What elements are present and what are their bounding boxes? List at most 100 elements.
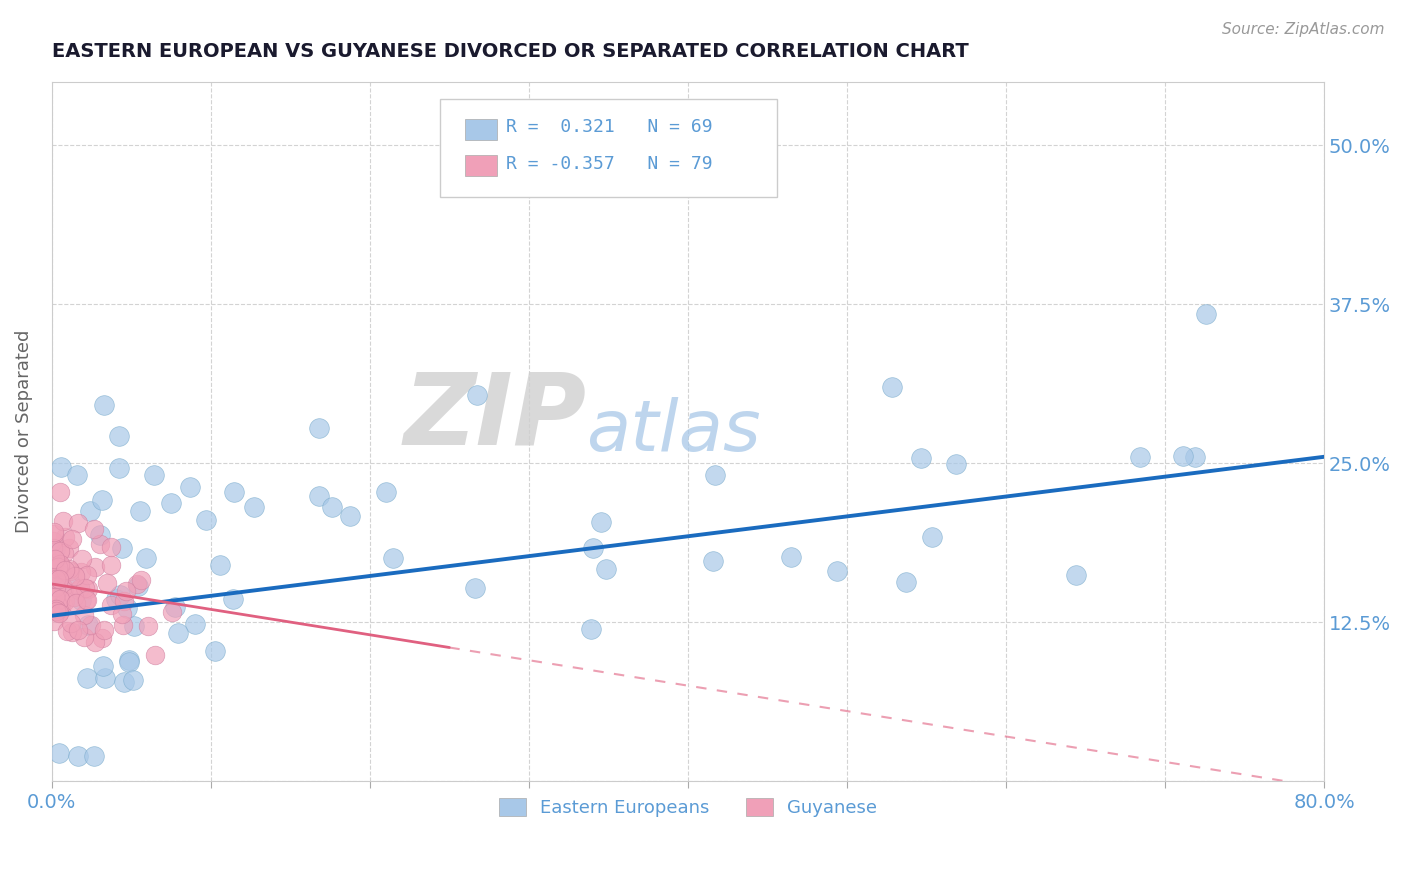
Point	[112, 675, 135, 690]
Text: Source: ZipAtlas.com: Source: ZipAtlas.com	[1222, 22, 1385, 37]
Point	[55, 594, 77, 608]
Point	[896, 575, 918, 590]
Point	[100, 598, 122, 612]
Point	[53, 583, 76, 598]
Point	[73, 581, 96, 595]
Point	[49, 460, 72, 475]
Point	[76, 617, 98, 632]
Point	[945, 457, 967, 471]
Point	[70, 566, 93, 580]
Bar	[465, 119, 498, 140]
Point	[49, 592, 72, 607]
Point	[65, 596, 87, 610]
Point	[108, 588, 131, 602]
Point	[70, 593, 93, 607]
Point	[107, 429, 129, 443]
Point	[125, 577, 148, 591]
Point	[204, 644, 226, 658]
Point	[122, 619, 145, 633]
Point	[83, 634, 105, 648]
Point	[910, 451, 932, 466]
Point	[48, 557, 70, 571]
Point	[42, 614, 65, 628]
Point	[579, 622, 602, 636]
Point	[66, 468, 89, 483]
Point	[1129, 450, 1152, 464]
Point	[321, 500, 343, 515]
Point	[44, 591, 66, 605]
Point	[374, 485, 396, 500]
Point	[1194, 307, 1216, 321]
Point	[83, 522, 105, 536]
Text: atlas: atlas	[586, 397, 761, 466]
Point	[96, 576, 118, 591]
Point	[76, 593, 98, 607]
Point	[56, 573, 79, 587]
Point	[780, 550, 803, 565]
Point	[91, 492, 114, 507]
Point	[52, 580, 75, 594]
Point	[582, 541, 605, 556]
Point	[53, 546, 76, 560]
Legend: Eastern Europeans, Guyanese: Eastern Europeans, Guyanese	[491, 790, 884, 824]
Point	[49, 599, 72, 614]
Point	[77, 582, 100, 596]
Point	[167, 626, 190, 640]
Point	[45, 604, 67, 618]
Point	[44, 551, 66, 566]
Point	[111, 541, 134, 556]
Point	[49, 485, 72, 500]
FancyBboxPatch shape	[440, 99, 778, 197]
Point	[160, 495, 183, 509]
Point	[138, 619, 160, 633]
Point	[48, 606, 70, 620]
Point	[48, 605, 70, 619]
Point	[63, 591, 86, 605]
Point	[42, 541, 65, 555]
Point	[42, 527, 65, 541]
Point	[104, 592, 127, 607]
Point	[93, 398, 115, 412]
Point	[42, 589, 65, 603]
Point	[163, 600, 186, 615]
Bar	[465, 155, 498, 176]
Point	[308, 421, 330, 435]
Point	[243, 500, 266, 514]
Point	[118, 653, 141, 667]
Text: R =  0.321   N = 69: R = 0.321 N = 69	[506, 119, 713, 136]
Point	[76, 671, 98, 685]
Point	[111, 607, 134, 621]
Point	[42, 589, 65, 603]
Point	[42, 524, 65, 539]
Point	[112, 593, 135, 607]
Point	[67, 748, 90, 763]
Text: EASTERN EUROPEAN VS GUYANESE DIVORCED OR SEPARATED CORRELATION CHART: EASTERN EUROPEAN VS GUYANESE DIVORCED OR…	[52, 42, 969, 61]
Point	[55, 624, 77, 639]
Point	[79, 504, 101, 518]
Point	[58, 562, 80, 576]
Point	[100, 540, 122, 554]
Point	[121, 673, 143, 687]
Point	[52, 514, 75, 528]
Point	[73, 630, 96, 644]
Text: ZIP: ZIP	[404, 369, 586, 466]
Point	[58, 541, 80, 555]
Point	[591, 515, 613, 529]
Point	[44, 542, 66, 557]
Text: R = -0.357   N = 79: R = -0.357 N = 79	[506, 154, 713, 172]
Point	[46, 560, 69, 574]
Point	[42, 561, 65, 575]
Point	[60, 615, 83, 630]
Point	[704, 467, 727, 482]
Point	[66, 624, 89, 638]
Point	[49, 567, 72, 582]
Point	[1064, 568, 1087, 582]
Point	[135, 551, 157, 566]
Point	[595, 561, 617, 575]
Point	[112, 618, 135, 632]
Point	[60, 532, 83, 546]
Point	[382, 550, 405, 565]
Point	[83, 748, 105, 763]
Point	[67, 582, 90, 597]
Point	[142, 467, 165, 482]
